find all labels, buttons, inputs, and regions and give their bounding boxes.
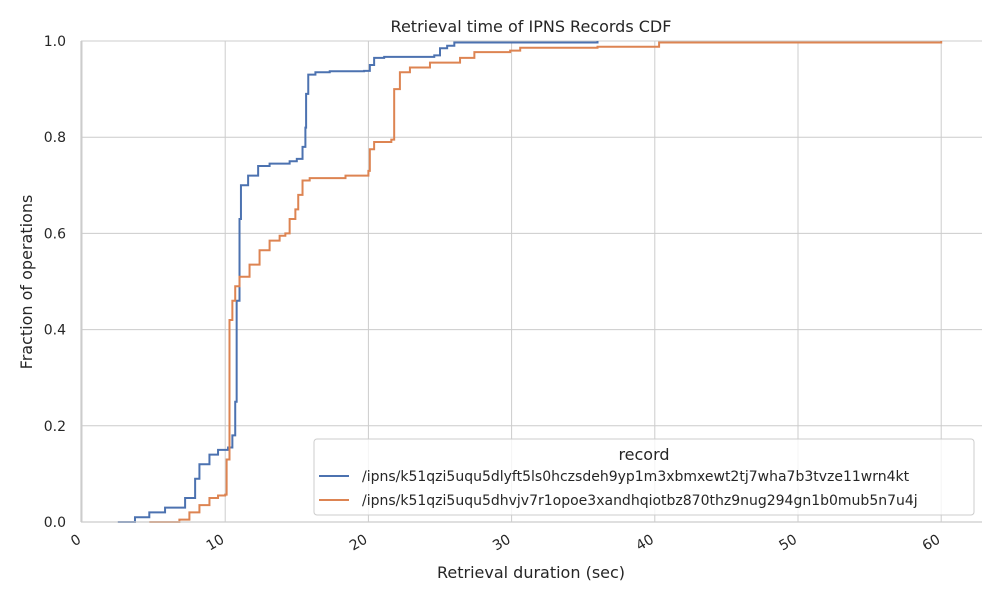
x-tick-label: 60 [920, 532, 943, 555]
legend: record /ipns/k51qzi5uqu5dlyft5ls0hczsdeh… [313, 438, 975, 516]
series-line-1 [149, 41, 943, 523]
x-tick-label: 0 [68, 532, 84, 550]
y-axis-label: Fraction of operations [17, 195, 36, 370]
legend-box [313, 438, 975, 516]
y-tick-label: 0.6 [44, 226, 66, 242]
series-lines [117, 41, 943, 523]
legend-entry-1: /ipns/k51qzi5uqu5dhvjv7r1opoe3xandhqiotb… [362, 493, 918, 509]
x-tick-label: 30 [490, 532, 513, 555]
axes: 0 10 20 30 40 50 60 0.0 0.2 0.4 0.6 0.8 1.0 [44, 34, 982, 554]
x-tick-label: 10 [204, 532, 227, 555]
y-tick-label: 0.0 [44, 515, 66, 531]
x-axis-label: Retrieval duration (sec) [437, 563, 625, 582]
y-tick-label: 0.4 [44, 323, 66, 339]
x-tick-label: 50 [777, 532, 800, 555]
series-line-0 [117, 41, 599, 523]
y-tick-label: 1.0 [44, 34, 66, 50]
x-tick-label: 20 [347, 532, 370, 555]
x-tick-label: 40 [633, 532, 656, 555]
grid [81, 40, 982, 523]
legend-entry-0: /ipns/k51qzi5uqu5dlyft5ls0hczsdeh9yp1m3x… [362, 469, 910, 485]
y-tick-label: 0.2 [44, 419, 66, 435]
y-tick-label: 0.8 [44, 130, 66, 146]
legend-title: record [618, 445, 669, 464]
chart-title: Retrieval time of IPNS Records CDF [391, 17, 672, 36]
